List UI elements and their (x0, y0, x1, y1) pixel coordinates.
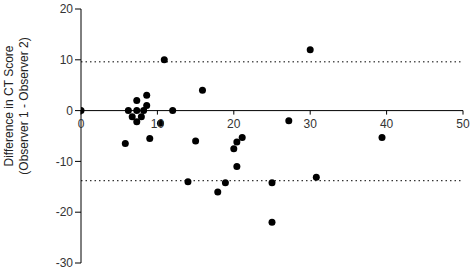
svg-text:0: 0 (78, 117, 85, 131)
svg-text:Difference in CT Score: Difference in CT Score (8, 45, 16, 166)
svg-text:(Observer 1 - Observer 2): (Observer 1 - Observer 2) (17, 37, 31, 174)
svg-text:10: 10 (60, 53, 74, 67)
svg-text:50: 50 (456, 117, 466, 131)
svg-text:-10: -10 (56, 155, 74, 169)
svg-text:40: 40 (380, 117, 394, 131)
svg-text:-20: -20 (56, 205, 74, 219)
svg-text:10: 10 (151, 117, 165, 131)
svg-text:20: 20 (60, 2, 74, 16)
svg-text:0: 0 (66, 104, 73, 118)
svg-text:-30: -30 (56, 256, 74, 269)
svg-text:20: 20 (227, 117, 241, 131)
svg-text:30: 30 (304, 117, 318, 131)
